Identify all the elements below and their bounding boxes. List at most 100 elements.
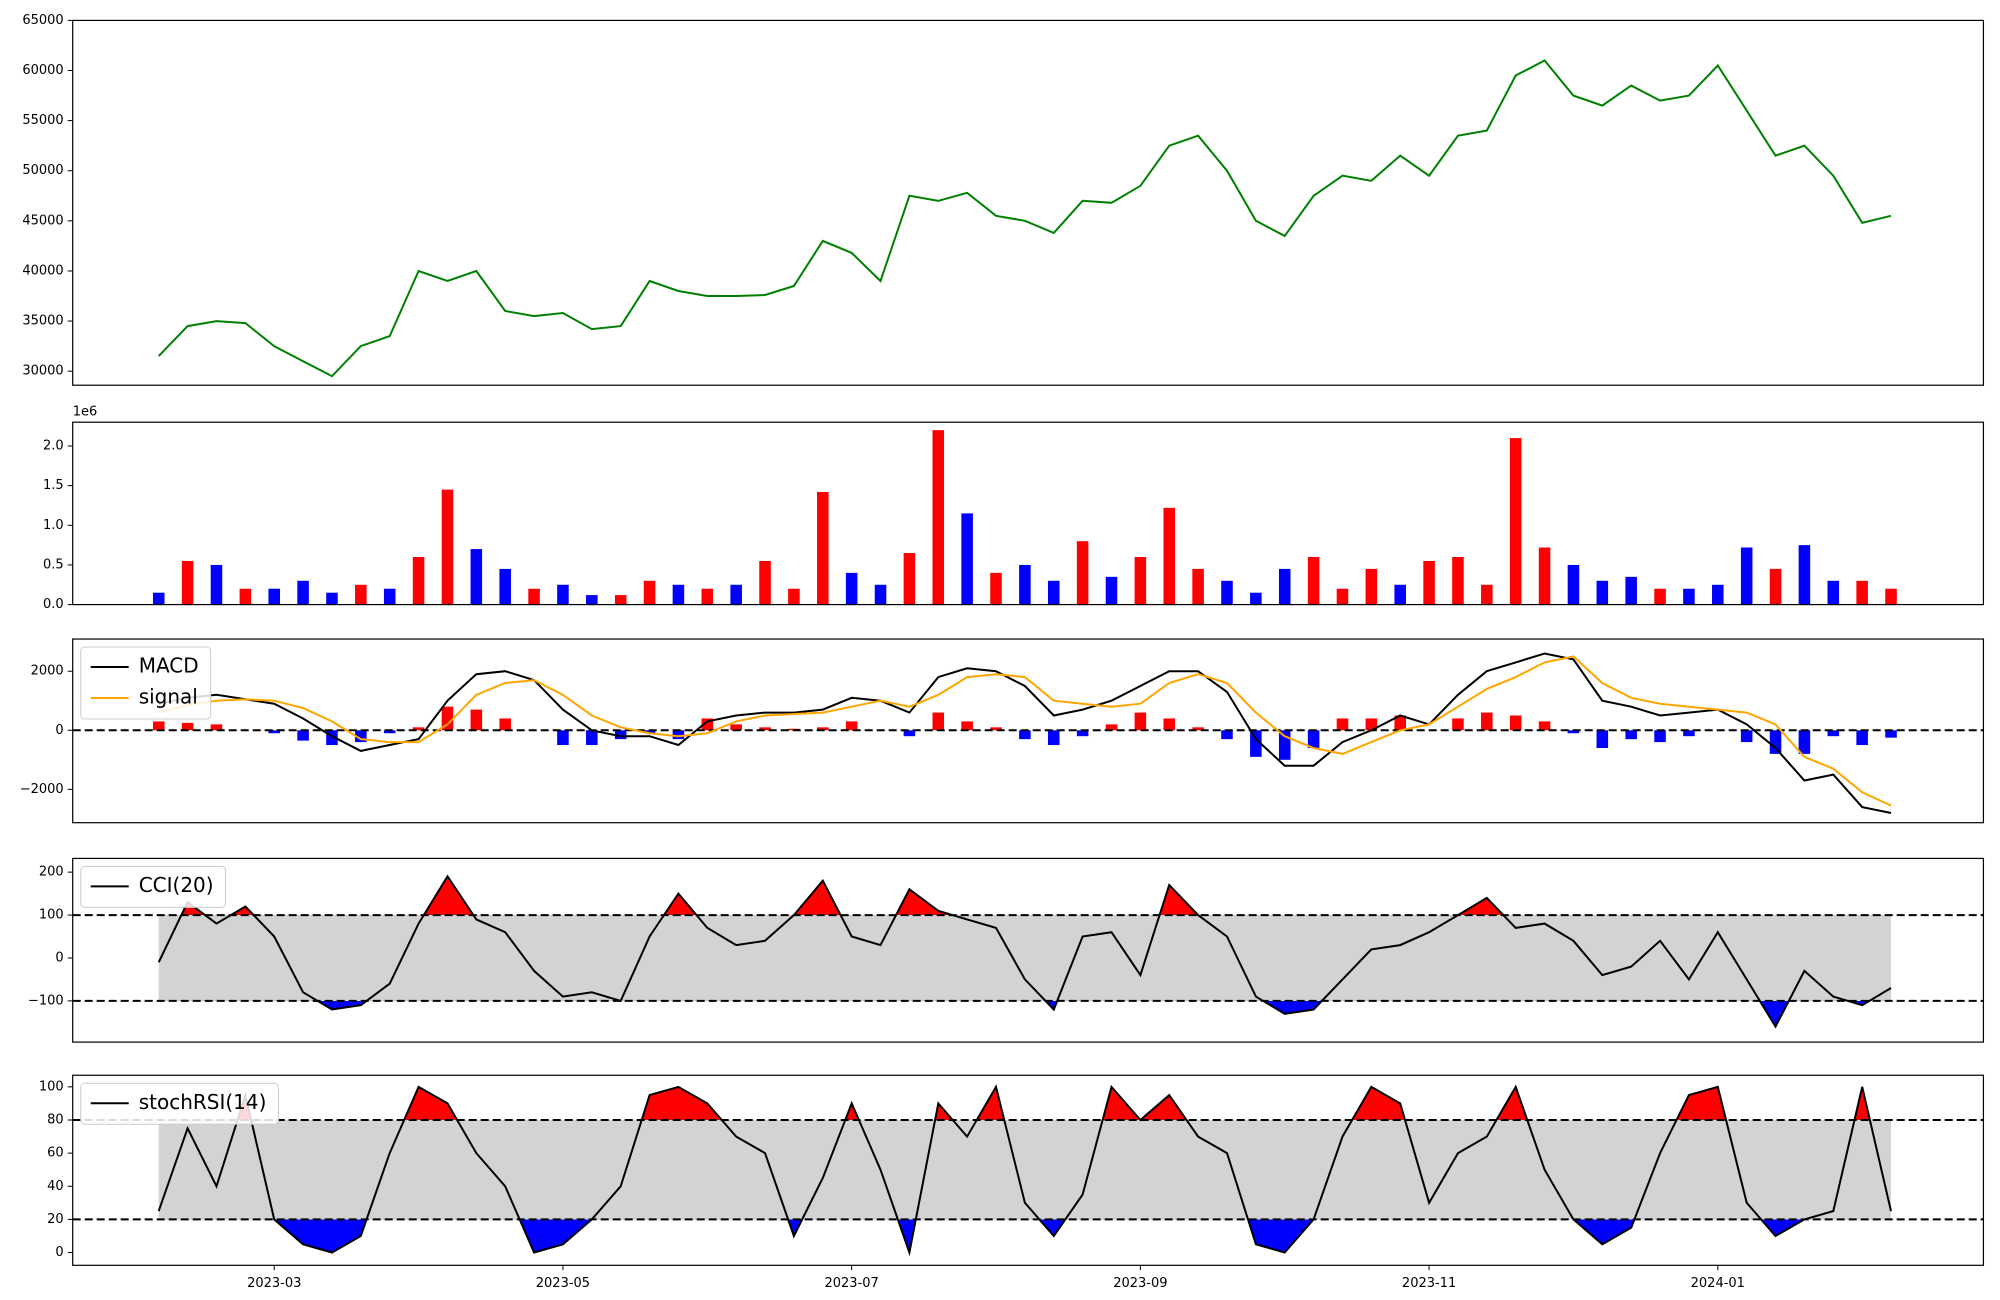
- volume-bar: [1394, 584, 1406, 605]
- volume-bar: [586, 595, 598, 605]
- histogram-bar: [845, 721, 858, 731]
- histogram-bar: [1019, 730, 1031, 740]
- volume-bar: [643, 580, 656, 605]
- y-tick-label: 45000: [22, 213, 63, 228]
- histogram-bar: [355, 730, 367, 743]
- histogram-bar: [672, 730, 685, 740]
- volume-bar: [614, 595, 627, 605]
- histogram-bar: [1885, 730, 1897, 738]
- histogram-bar: [1740, 730, 1753, 743]
- volume-bar: [1885, 588, 1897, 605]
- y-tick-label: −100: [28, 993, 64, 1008]
- volume-bar: [1712, 584, 1724, 605]
- y-tick-label: 1.5: [43, 478, 64, 493]
- oversold-fill: [158, 1219, 1892, 1253]
- y-tick-label: 50000: [22, 163, 63, 178]
- histogram-bar: [990, 727, 1002, 731]
- volume-bar: [499, 568, 511, 605]
- legend-box: [80, 1082, 279, 1125]
- volume-bar: [210, 564, 223, 605]
- series-line: [158, 655, 1892, 807]
- histogram-bar: [210, 724, 223, 731]
- plot-frame: [72, 1074, 1985, 1266]
- volume-bar: [1019, 564, 1031, 605]
- y-tick-label: 0: [55, 1245, 63, 1260]
- volume-bar: [1134, 557, 1147, 605]
- volume-bar: [383, 588, 396, 605]
- x-tick-label: 2023-07: [824, 1276, 878, 1291]
- volume-bar: [1827, 580, 1840, 605]
- volume-bar: [1625, 576, 1637, 605]
- y-tick-label: −2000: [20, 782, 64, 797]
- y-tick-label: 200: [39, 865, 64, 880]
- histogram-bar: [470, 709, 483, 731]
- volume-bar: [268, 588, 281, 605]
- x-tick-label: 2024-01: [1691, 1276, 1745, 1291]
- volume-bar: [1769, 568, 1782, 605]
- histogram-bar: [730, 724, 742, 731]
- volume-bar: [1567, 564, 1580, 605]
- volume-bar: [1740, 547, 1753, 605]
- histogram-bar: [1827, 730, 1840, 737]
- y-tick-label: 30000: [22, 364, 63, 379]
- legend-label: CCI(20): [139, 873, 214, 897]
- histogram-bar: [441, 706, 454, 731]
- volume-bar: [845, 572, 858, 605]
- histogram-bar: [701, 718, 714, 731]
- histogram-bar: [1394, 715, 1406, 731]
- histogram-bar: [1365, 718, 1378, 731]
- volume-bar: [730, 584, 742, 605]
- histogram-bar: [383, 730, 396, 734]
- volume-bar: [1221, 580, 1233, 605]
- histogram-bar: [1683, 730, 1695, 737]
- plot-frame: [72, 857, 1985, 1043]
- y-tick-label: 0.0: [43, 597, 64, 612]
- histogram-bar: [1221, 730, 1233, 740]
- volume-bar: [239, 588, 252, 605]
- volume-bar: [1047, 580, 1060, 605]
- histogram-bar: [1769, 730, 1782, 754]
- y-tick-label: 1.0: [43, 518, 64, 533]
- volume-bar: [1105, 576, 1118, 605]
- volume-bar: [1336, 588, 1349, 605]
- histogram-bar: [499, 718, 511, 731]
- histogram-bar: [152, 721, 165, 731]
- histogram-bar: [614, 730, 627, 740]
- volume-bar: [1481, 584, 1493, 605]
- volume-bar: [1856, 580, 1868, 605]
- x-tick-label: 2023-05: [536, 1276, 590, 1291]
- x-tick-label: 2023-03: [247, 1276, 301, 1291]
- histogram-bar: [961, 721, 973, 731]
- volume-bar: [1798, 545, 1811, 605]
- volume-bar: [1076, 541, 1089, 605]
- volume-bar: [672, 584, 685, 605]
- legend: CCI(20): [80, 865, 227, 908]
- volume-bar: [557, 584, 569, 605]
- volume-bar: [1192, 568, 1204, 605]
- histogram-bar: [1856, 730, 1868, 746]
- legend: stochRSI(14): [80, 1082, 279, 1125]
- y-tick-label: 60000: [22, 63, 63, 78]
- histogram-bar: [1625, 730, 1637, 740]
- histogram-bar: [817, 727, 829, 731]
- legend-label: stochRSI(14): [139, 1090, 267, 1114]
- y-tick-label: 40000: [22, 263, 63, 278]
- histogram-bar: [586, 730, 598, 746]
- volume-bar: [1163, 507, 1176, 605]
- histogram-bar: [1538, 721, 1551, 731]
- volume-bar: [528, 588, 540, 605]
- y-tick-label: 60: [47, 1146, 64, 1161]
- x-tick-label: 2023-09: [1113, 1276, 1167, 1291]
- histogram-bar: [326, 730, 338, 746]
- histogram-bar: [1452, 718, 1464, 731]
- neutral-band: [158, 915, 1892, 1001]
- histogram-bar: [759, 727, 771, 731]
- volume-bar: [961, 513, 973, 605]
- y-tick-label: 100: [39, 1079, 64, 1094]
- volume-bar: [1538, 547, 1551, 605]
- volume-bar: [1423, 560, 1435, 605]
- volume-bar: [355, 584, 367, 605]
- volume-bar: [1683, 588, 1695, 605]
- histogram-bar: [557, 730, 569, 746]
- plot-frame: [72, 19, 1985, 386]
